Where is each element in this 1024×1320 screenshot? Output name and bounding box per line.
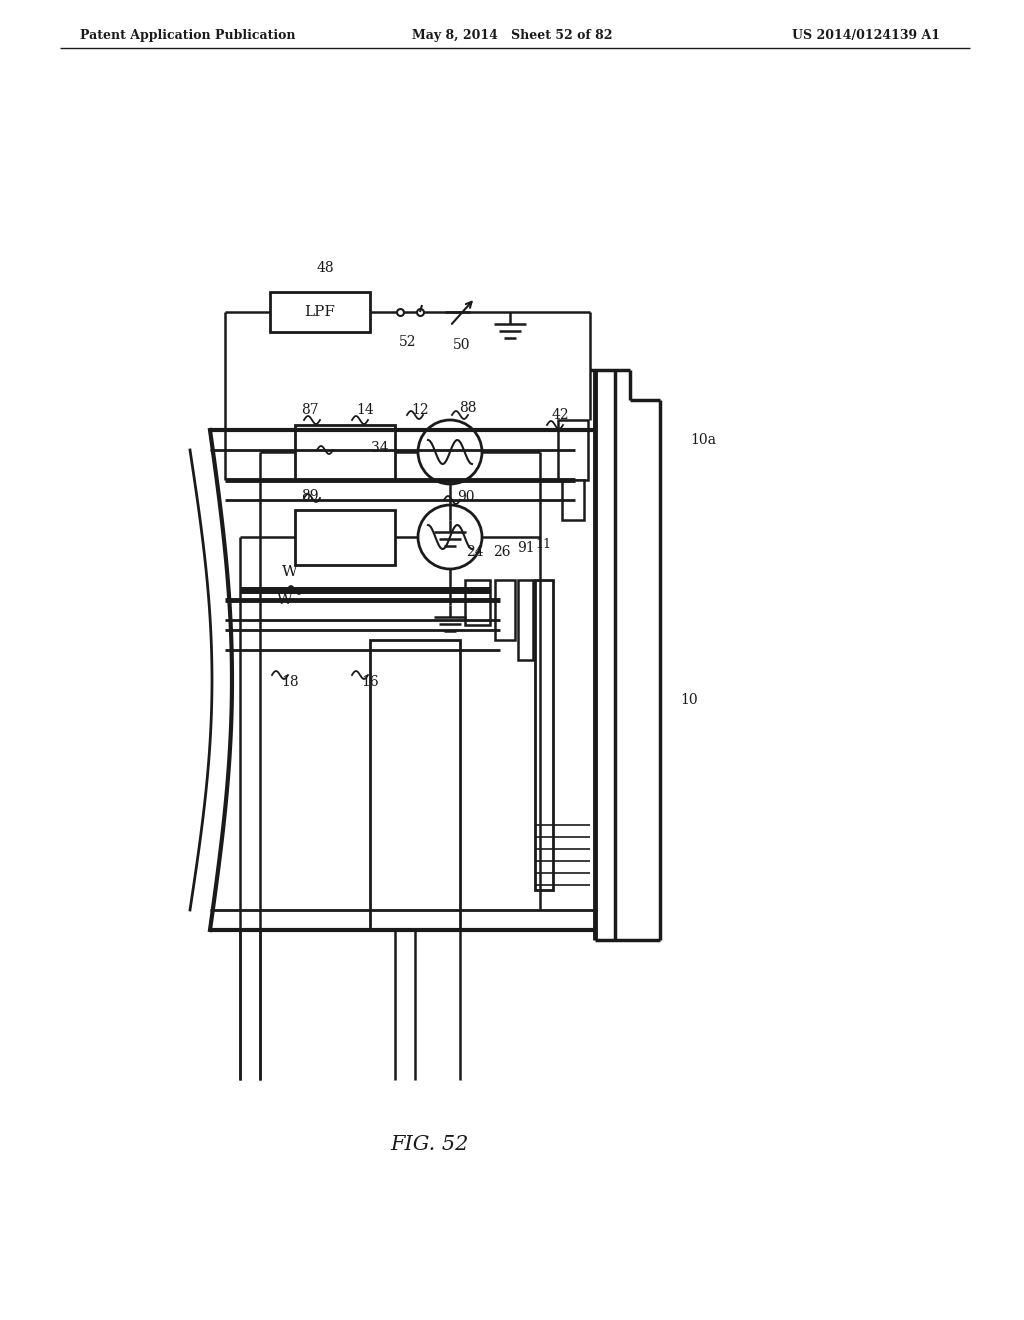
Text: LPF: LPF (304, 305, 336, 319)
Text: 87: 87 (301, 403, 318, 417)
Text: W: W (278, 593, 293, 607)
Text: 88: 88 (459, 401, 477, 414)
Text: 10: 10 (680, 693, 697, 708)
Bar (465, 579, 490, 624)
Text: 42: 42 (551, 408, 568, 422)
Text: 48: 48 (316, 261, 334, 275)
Text: 91: 91 (517, 541, 535, 554)
Text: 34: 34 (371, 441, 389, 455)
Text: Patent Application Publication: Patent Application Publication (80, 29, 296, 41)
Bar (295, 425, 395, 480)
Bar (558, 420, 588, 480)
Bar (518, 579, 534, 660)
Text: 16: 16 (361, 675, 379, 689)
Text: 11: 11 (535, 539, 551, 552)
Text: 26: 26 (494, 545, 511, 558)
Text: W: W (283, 565, 298, 579)
Text: 50: 50 (454, 338, 471, 352)
Text: FIG. 52: FIG. 52 (391, 1135, 469, 1155)
Text: May 8, 2014   Sheet 52 of 82: May 8, 2014 Sheet 52 of 82 (412, 29, 612, 41)
Bar (370, 640, 460, 931)
Bar (535, 579, 553, 890)
Text: 18: 18 (282, 675, 299, 689)
Text: 14: 14 (356, 403, 374, 417)
Bar (295, 510, 395, 565)
Text: US 2014/0124139 A1: US 2014/0124139 A1 (792, 29, 940, 41)
Bar (495, 579, 515, 640)
Bar (270, 292, 370, 333)
Text: 10a: 10a (690, 433, 716, 447)
Text: 52: 52 (399, 335, 417, 348)
Text: 24: 24 (466, 545, 483, 558)
Text: 89: 89 (301, 488, 318, 503)
Text: 12: 12 (412, 403, 429, 417)
Text: 90: 90 (458, 490, 475, 504)
Bar (562, 480, 584, 520)
